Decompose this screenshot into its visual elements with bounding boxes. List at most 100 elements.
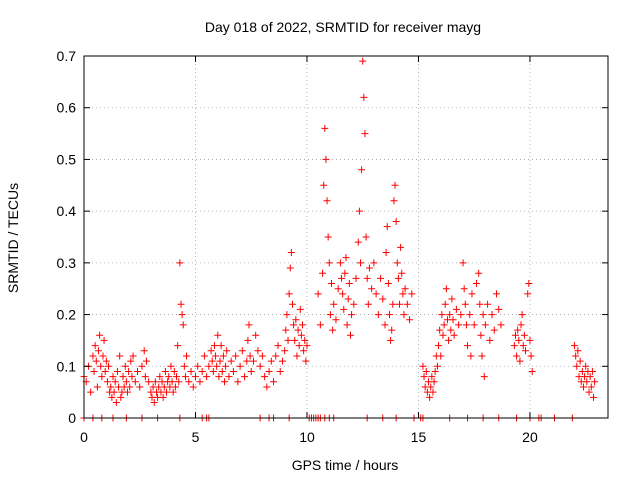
data-point bbox=[397, 243, 405, 251]
y-axis-label: SRMTID / TECUs bbox=[5, 183, 21, 293]
y-tick-label: 0.7 bbox=[57, 48, 77, 64]
data-point bbox=[295, 342, 303, 350]
data-point bbox=[302, 357, 310, 365]
data-points bbox=[80, 57, 599, 422]
data-point bbox=[374, 311, 382, 319]
data-point bbox=[442, 285, 450, 293]
data-point bbox=[222, 362, 230, 370]
data-point bbox=[210, 342, 218, 350]
x-tick-label: 0 bbox=[80, 429, 88, 445]
data-point bbox=[401, 285, 409, 293]
data-point bbox=[586, 373, 594, 381]
data-point bbox=[326, 311, 334, 319]
data-point bbox=[278, 357, 286, 365]
data-point bbox=[406, 316, 414, 324]
data-point bbox=[183, 352, 191, 360]
data-point bbox=[175, 378, 183, 386]
data-point bbox=[267, 357, 275, 365]
data-point bbox=[511, 331, 519, 339]
data-point bbox=[497, 321, 505, 329]
data-point bbox=[189, 383, 197, 391]
data-point bbox=[422, 367, 430, 375]
data-point bbox=[94, 347, 102, 355]
data-point bbox=[490, 326, 498, 334]
data-point bbox=[419, 362, 427, 370]
data-point bbox=[385, 311, 393, 319]
data-point bbox=[145, 378, 153, 386]
data-point bbox=[518, 311, 526, 319]
data-point bbox=[346, 331, 354, 339]
data-point bbox=[517, 321, 525, 329]
data-point bbox=[439, 331, 447, 339]
data-point bbox=[398, 269, 406, 277]
data-point bbox=[345, 280, 353, 288]
data-point bbox=[354, 238, 362, 246]
data-point bbox=[356, 259, 364, 267]
data-point bbox=[460, 285, 468, 293]
x-tick-label: 5 bbox=[192, 429, 200, 445]
data-point bbox=[303, 342, 311, 350]
data-point bbox=[292, 316, 300, 324]
data-point bbox=[394, 274, 402, 282]
data-point bbox=[319, 269, 327, 277]
data-point bbox=[187, 367, 195, 375]
data-point bbox=[381, 321, 389, 329]
data-point bbox=[450, 331, 458, 339]
data-point bbox=[179, 321, 187, 329]
data-point bbox=[332, 316, 340, 324]
data-point bbox=[484, 300, 492, 308]
data-point bbox=[339, 290, 347, 298]
data-point bbox=[92, 357, 100, 365]
data-point bbox=[258, 352, 266, 360]
data-point bbox=[163, 388, 171, 396]
data-point bbox=[429, 388, 437, 396]
data-point bbox=[472, 280, 480, 288]
data-point bbox=[90, 367, 98, 375]
data-point bbox=[359, 57, 367, 65]
data-point bbox=[301, 336, 309, 344]
data-point bbox=[272, 352, 280, 360]
data-point bbox=[447, 326, 455, 334]
data-point bbox=[209, 367, 217, 375]
data-point bbox=[436, 326, 444, 334]
data-point bbox=[325, 259, 333, 267]
data-point bbox=[138, 362, 146, 370]
chart-title: Day 018 of 2022, SRMTID for receiver may… bbox=[205, 19, 481, 35]
data-point bbox=[330, 300, 338, 308]
data-point bbox=[150, 398, 158, 406]
data-point bbox=[519, 342, 527, 350]
data-point bbox=[344, 295, 352, 303]
data-point bbox=[265, 367, 273, 375]
data-point bbox=[126, 383, 134, 391]
y-tick-label: 0.3 bbox=[57, 255, 77, 271]
data-point bbox=[457, 311, 465, 319]
data-point bbox=[281, 347, 289, 355]
data-point bbox=[127, 357, 135, 365]
data-point bbox=[462, 321, 470, 329]
data-point bbox=[368, 285, 376, 293]
data-point bbox=[196, 378, 204, 386]
data-point bbox=[287, 249, 295, 257]
data-point bbox=[293, 352, 301, 360]
grid bbox=[84, 56, 608, 418]
data-point bbox=[426, 393, 434, 401]
data-point bbox=[470, 321, 478, 329]
data-point bbox=[125, 367, 133, 375]
data-point bbox=[392, 217, 400, 225]
data-point bbox=[261, 373, 269, 381]
data-point bbox=[449, 316, 457, 324]
data-point bbox=[254, 347, 262, 355]
data-point bbox=[227, 357, 235, 365]
data-point bbox=[316, 321, 324, 329]
data-point bbox=[110, 388, 118, 396]
data-point bbox=[510, 342, 518, 350]
data-point bbox=[377, 274, 385, 282]
data-point bbox=[113, 367, 121, 375]
data-point bbox=[328, 280, 336, 288]
data-point bbox=[108, 393, 116, 401]
data-point bbox=[493, 290, 501, 298]
data-point bbox=[100, 336, 108, 344]
data-point bbox=[324, 233, 332, 241]
x-tick-labels: 0 5 10 15 20 bbox=[80, 429, 538, 445]
data-point bbox=[111, 378, 119, 386]
